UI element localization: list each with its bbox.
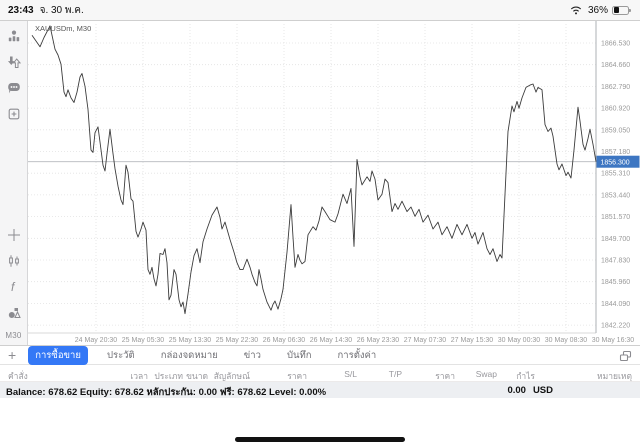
add-tab-button[interactable]: +: [8, 347, 17, 363]
x-axis-label: 27 May 07:30: [404, 337, 447, 344]
tab-bar-tabs: การซื้อขาย ประวัติ กล่องจดหมาย ข่าว บันทึก กา…: [28, 345, 383, 365]
column-header-11: หมายเหตุ: [597, 371, 632, 381]
y-axis-label: 1859.050: [601, 127, 630, 134]
column-header-7: T/P: [388, 369, 402, 379]
x-axis-label: 30 May 00:30: [498, 337, 541, 344]
column-header-5: ราคา: [287, 371, 307, 381]
column-header-9: Swap: [475, 369, 497, 379]
x-axis-label: 25 May 05:30: [122, 337, 165, 344]
main-area: f M30 24 May 20:30 25 May 05:30 25 May 13:…: [0, 20, 640, 345]
table-header-row: คำสั่ง เวลา ประเภท ขนาด สัญลักษณ์ ราคา S/L T/P ร…: [0, 365, 640, 382]
terminal-tab-3[interactable]: ข่าว: [243, 349, 261, 361]
new-chart-icon[interactable]: [6, 106, 21, 121]
svg-text:f: f: [11, 280, 16, 294]
chart-area: 24 May 20:30 25 May 05:30 25 May 13:30 25 M…: [28, 21, 640, 345]
status-time: 23:43: [8, 4, 34, 16]
profit-box: 0.00 USD: [507, 385, 553, 396]
y-axis-label: 1860.920: [601, 106, 630, 113]
column-header-0: คำสั่ง: [8, 371, 28, 381]
quotes-icon[interactable]: [6, 28, 21, 43]
chat-icon[interactable]: [6, 80, 21, 95]
status-date: จ. 30 พ.ค.: [39, 4, 84, 16]
price-chart[interactable]: 24 May 20:30 25 May 05:30 25 May 13:30 25 M…: [28, 21, 640, 346]
status-left: 23:43 จ. 30 พ.ค.: [8, 3, 84, 18]
timeframe-button[interactable]: M30: [5, 331, 22, 340]
profit-value: 0.00: [507, 385, 526, 396]
column-header-3: ขนาด: [186, 371, 208, 381]
column-header-6: S/L: [344, 369, 357, 379]
current-price-tag: [596, 155, 640, 168]
profit-currency: USD: [532, 385, 553, 396]
home-indicator[interactable]: [235, 437, 405, 442]
y-axis-label: 1844.090: [601, 301, 630, 308]
column-header-10: กำไร: [516, 371, 535, 381]
terminal-tab-2[interactable]: กล่องจดหมาย: [160, 349, 218, 361]
column-header-4: สัญลักษณ์: [213, 371, 250, 381]
x-axis-label: 26 May 14:30: [310, 337, 353, 344]
y-axis-label: 1845.960: [601, 279, 630, 286]
chart-symbol-label: XAUUSDm, M30: [35, 24, 91, 33]
y-axis-label: 1847.830: [601, 258, 630, 265]
current-price-label: 1856.300: [601, 159, 630, 166]
status-bar: 23:43 จ. 30 พ.ค. 36%: [0, 0, 640, 20]
status-right: 36%: [569, 3, 632, 18]
chart-toolbar: f M30: [0, 21, 28, 345]
y-axis-label: 1866.530: [601, 41, 630, 48]
x-axis-label: 27 May 15:30: [451, 337, 494, 344]
column-header-8: ราคา: [435, 371, 455, 381]
x-axis-label: 25 May 13:30: [169, 337, 212, 344]
battery-icon: [612, 5, 632, 15]
y-axis-label: 1855.310: [601, 171, 630, 178]
terminal-panel: + การซื้อขาย ประวัติ กล่องจดหมาย ข่าว บันทึก…: [0, 345, 640, 447]
terminal-tab-5[interactable]: การตั้งค่า: [337, 349, 377, 361]
windows-icon[interactable]: [619, 349, 632, 367]
chart-type-icon[interactable]: [6, 253, 21, 268]
terminal-tab-0[interactable]: การซื้อขาย: [28, 345, 88, 365]
indicators-icon[interactable]: f: [6, 279, 21, 294]
trade-icon[interactable]: [6, 54, 21, 69]
y-axis-label: 1862.790: [601, 84, 630, 91]
y-axis-label: 1851.570: [601, 214, 630, 221]
y-axis-label: 1849.700: [601, 236, 630, 243]
price-line: [31, 25, 597, 315]
account-summary: Balance: 678.62 Equity: 678.62 หลักประกั…: [6, 387, 327, 398]
y-axis-label: 1853.440: [601, 192, 630, 199]
x-axis-label: 24 May 20:30: [75, 337, 118, 344]
objects-icon[interactable]: [6, 305, 21, 320]
x-axis-label: 26 May 23:30: [357, 337, 400, 344]
y-axis-label: 1842.220: [601, 323, 630, 330]
terminal-tab-bar: + การซื้อขาย ประวัติ กล่องจดหมาย ข่าว บันทึก…: [0, 345, 640, 367]
battery-percent: 36%: [587, 4, 608, 16]
account-summary-row: Balance: 678.62 Equity: 678.62 หลักประกั…: [0, 382, 640, 398]
column-header-1: เวลา: [130, 371, 148, 381]
x-axis-label: 25 May 22:30: [216, 337, 259, 344]
y-axis-label: 1857.180: [601, 149, 630, 156]
terminal-tab-1[interactable]: ประวัติ: [106, 349, 135, 361]
x-axis-label: 30 May 08:30: [545, 337, 588, 344]
crosshair-icon[interactable]: [6, 227, 21, 242]
x-axis-label: 30 May 16:30: [592, 337, 635, 344]
y-axis-label: 1864.660: [601, 62, 630, 69]
column-header-2: ประเภท: [154, 371, 183, 381]
x-axis-label: 26 May 06:30: [263, 337, 306, 344]
terminal-tab-4[interactable]: บันทึก: [286, 349, 312, 361]
wifi-icon: [569, 3, 584, 18]
